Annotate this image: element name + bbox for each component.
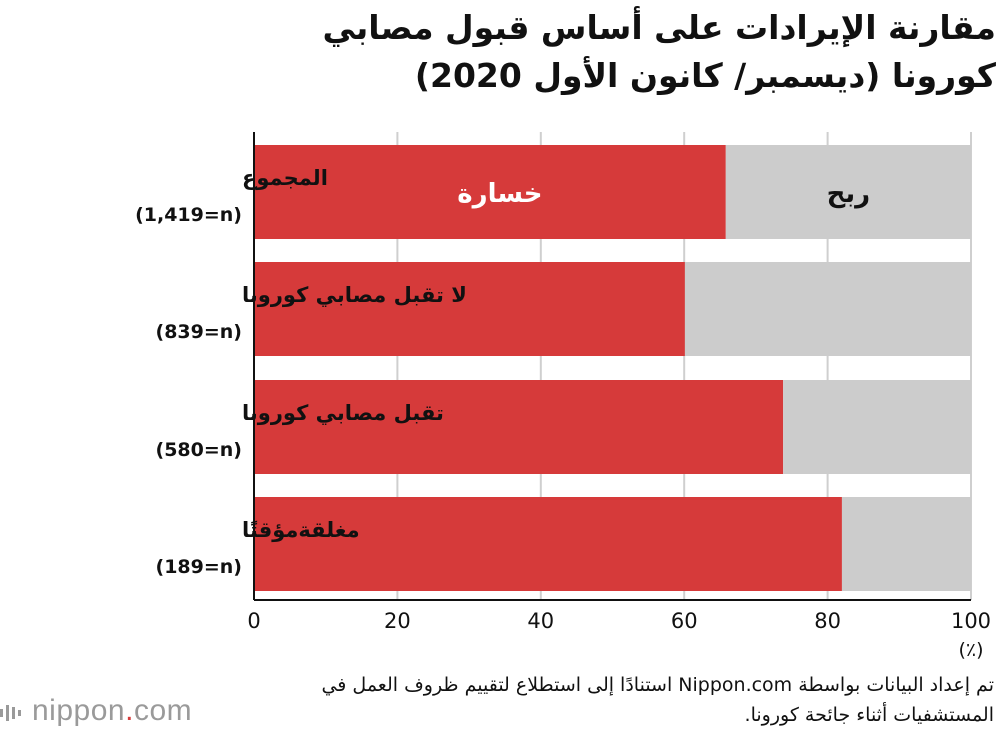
x-tick-label: 40	[527, 609, 554, 633]
nippon-logo: nippon.com	[0, 694, 192, 728]
series-label-profit: ربح	[827, 179, 870, 209]
x-axis-unit: (٪)	[958, 639, 983, 661]
bar-loss-3	[254, 497, 842, 591]
category-label: لا تقبل مصابي كورونا	[242, 283, 467, 307]
category-label: المجموع	[242, 166, 328, 190]
bar-profit-0	[725, 145, 971, 239]
x-tick-label: 60	[671, 609, 698, 633]
logo-dot: .	[125, 694, 134, 727]
x-tick-label: 100	[951, 609, 991, 633]
logo-bars-icon	[0, 705, 21, 722]
chart-title: مقارنة الإيرادات على أساس قبول مصابي كور…	[322, 8, 996, 95]
bar-loss-2	[254, 380, 784, 474]
bar-loss-0	[254, 145, 726, 239]
x-tick-label: 20	[384, 609, 411, 633]
bar-profit-3	[841, 497, 971, 591]
logo-suffix: com	[133, 694, 193, 727]
category-label: مغلقةمؤقتًا	[242, 518, 360, 542]
bar-profit-1	[684, 262, 971, 356]
series-label-loss: خسارة	[457, 179, 542, 209]
bar-profit-2	[783, 380, 971, 474]
category-n-label: (189=n)	[156, 556, 242, 578]
category-n-label: (839=n)	[156, 321, 242, 343]
x-tick-label: 80	[814, 609, 841, 633]
logo-prefix: nippon	[32, 694, 126, 727]
source-footnote: تم إعداد البيانات بواسطة Nippon.com استن…	[321, 674, 994, 726]
category-n-label: (1,419=n)	[135, 204, 242, 226]
bar-loss-1	[254, 262, 685, 356]
x-tick-label: 0	[247, 609, 260, 633]
category-n-label: (580=n)	[156, 439, 242, 461]
category-label: تقبل مصابي كورونا	[242, 401, 444, 425]
